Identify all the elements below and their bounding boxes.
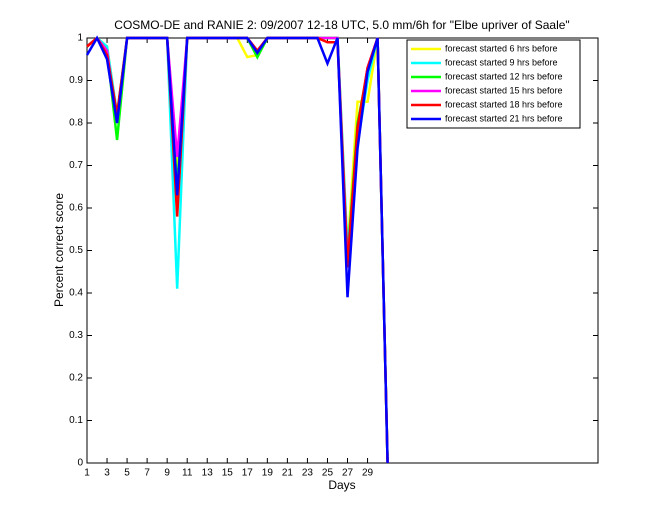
y-tick-label: 0.3 — [69, 330, 83, 341]
legend-label: forecast started 18 hrs before — [445, 99, 563, 109]
y-tick-label: 0.5 — [69, 245, 83, 256]
y-tick-label: 0.4 — [69, 288, 83, 299]
x-tick-label: 21 — [282, 468, 294, 479]
x-tick-label: 17 — [242, 468, 254, 479]
y-axis-label: Percent correct score — [52, 193, 66, 307]
chart-title: COSMO-DE and RANIE 2: 09/2007 12-18 UTC,… — [114, 18, 569, 32]
y-tick-label: 0.6 — [69, 203, 83, 214]
x-tick-label: 11 — [182, 468, 193, 479]
legend-label: forecast started 15 hrs before — [445, 85, 563, 95]
y-tick-label: 0.2 — [69, 373, 83, 384]
legend-label: forecast started 21 hrs before — [445, 113, 563, 123]
x-tick-label: 25 — [322, 468, 334, 479]
y-tick-label: 0 — [77, 458, 83, 469]
legend-box — [406, 39, 581, 129]
y-tick-label: 0.1 — [69, 415, 83, 426]
y-tick-label: 1 — [77, 33, 83, 44]
x-tick-label: 27 — [342, 468, 354, 479]
y-tick-label: 0.9 — [69, 75, 83, 86]
y-tick-label: 0.8 — [69, 118, 83, 129]
x-tick-label: 23 — [302, 468, 314, 479]
x-tick-label: 3 — [104, 468, 110, 479]
y-tick-label: 0.7 — [69, 160, 83, 171]
legend-label: forecast started 6 hrs before — [445, 43, 558, 53]
x-tick-label: 29 — [362, 468, 374, 479]
legend-label: forecast started 12 hrs before — [445, 71, 563, 81]
x-axis-label: Days — [328, 478, 355, 492]
x-tick-label: 7 — [144, 468, 150, 479]
x-tick-label: 1 — [84, 468, 90, 479]
x-tick-label: 13 — [202, 468, 214, 479]
x-tick-label: 15 — [222, 468, 234, 479]
x-tick-label: 9 — [164, 468, 170, 479]
series-line — [85, 35, 389, 464]
x-tick-label: 19 — [262, 468, 274, 479]
legend-label: forecast started 9 hrs before — [445, 57, 558, 67]
x-tick-label: 5 — [124, 468, 130, 479]
